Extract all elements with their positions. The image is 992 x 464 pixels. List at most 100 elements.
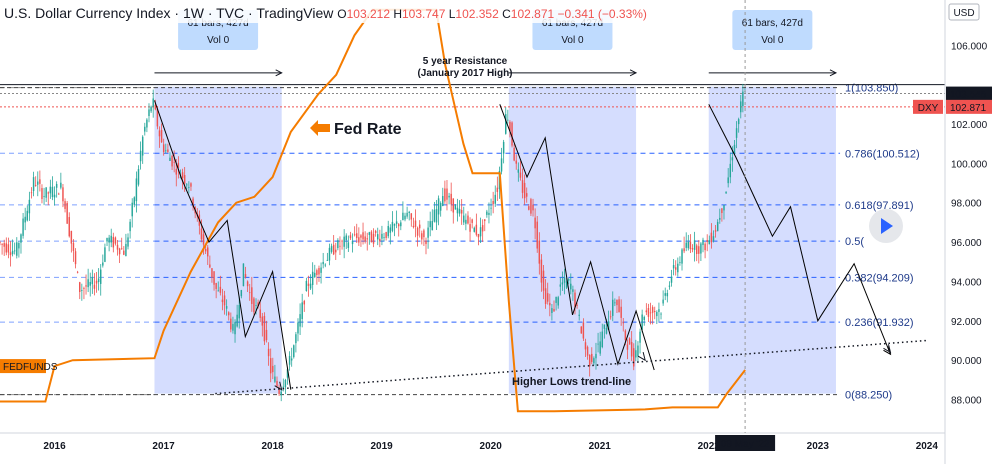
candle-body [700, 243, 702, 254]
candle-body [356, 233, 358, 239]
candle-body [34, 185, 37, 186]
candle-body [448, 195, 450, 198]
candle-body [408, 211, 410, 213]
candle-body [311, 271, 314, 285]
candle-body [446, 188, 448, 200]
candle-body [64, 201, 66, 209]
x-tick-label: 2020 [480, 441, 503, 452]
fib-label: 0.5( [845, 236, 864, 248]
candle-body [37, 181, 39, 185]
candle-body [267, 348, 270, 357]
fib-retracement: 1(103.850) 0.786(100.512) 0.618(97.891) 0.5… [0, 83, 945, 402]
open-value: 103.212 [347, 7, 394, 21]
candle-body [280, 391, 282, 396]
candle-body [658, 309, 660, 312]
play-triangle-icon [881, 218, 893, 234]
y-tick-label: 100.000 [951, 159, 988, 170]
candle-body [418, 224, 421, 229]
low-arrow [883, 344, 892, 354]
candle-body [309, 283, 312, 289]
candle-body [565, 281, 568, 288]
candle-body [316, 270, 318, 276]
range-label-bars: 61 bars, 427d [542, 18, 603, 29]
candle-body [395, 221, 398, 225]
candle-body [397, 224, 400, 227]
candle-body [559, 284, 562, 287]
candle-body [108, 237, 110, 243]
y-tick-label: 96.000 [951, 238, 982, 249]
candle-body [135, 178, 138, 202]
candle-body [437, 198, 440, 215]
fed-rate-arrow-icon [310, 120, 330, 136]
range-arrow [829, 69, 838, 77]
candle-body [584, 342, 587, 350]
candle-body [393, 224, 396, 226]
candle-body [471, 219, 473, 223]
candle-body [578, 314, 580, 316]
candle-body [616, 299, 618, 306]
candle-body [435, 209, 438, 223]
fib-label: 0.786(100.512) [845, 148, 920, 160]
header-line: U.S. Dollar Currency Index · 1W · TVC · … [4, 5, 647, 21]
candle-body [463, 215, 465, 223]
candle-body [674, 267, 677, 270]
candle-body [320, 267, 322, 273]
candle-body [588, 354, 591, 367]
fed-funds-badge [0, 359, 46, 374]
range-arrow [629, 69, 638, 77]
candle-body [481, 225, 484, 232]
candle-body [102, 262, 104, 266]
candle-body [479, 227, 482, 237]
candle-body [177, 162, 180, 168]
candle-body [55, 183, 58, 188]
candle-body [366, 238, 368, 240]
candle-body [574, 292, 576, 308]
currency-label: USD [953, 8, 974, 19]
candle-body [230, 318, 232, 330]
candle-body [97, 278, 100, 282]
candle-body [9, 252, 12, 256]
fed-rate-label: Fed Rate [334, 121, 402, 138]
candle-body [689, 241, 692, 250]
candle-body [81, 290, 83, 291]
candle-body [597, 343, 599, 345]
candle-body [702, 239, 704, 246]
candle-body [391, 221, 394, 231]
candle-body [32, 177, 35, 192]
candle-body [318, 268, 320, 275]
candle-body [58, 193, 60, 195]
candle-body [225, 306, 228, 309]
candle-body [523, 182, 526, 199]
candle-body [639, 331, 641, 343]
range-label-vol: Vol 0 [207, 35, 230, 46]
candle-body [236, 314, 238, 327]
candle-body [13, 250, 16, 252]
candle-body [41, 188, 43, 200]
low-arrow [274, 381, 283, 391]
candle-body [368, 232, 371, 235]
candle-body [635, 350, 637, 358]
candle-body [253, 298, 255, 313]
candle-body [93, 284, 96, 289]
candle-body [269, 358, 272, 374]
candle-body [169, 157, 171, 161]
candle-body [421, 233, 423, 240]
candle-body [660, 313, 662, 315]
candle-body [656, 312, 658, 317]
candle-body [200, 228, 203, 240]
candle-body [599, 341, 601, 354]
candle-body [118, 248, 121, 255]
header-bg [0, 3, 680, 23]
range-label-bars: 61 bars, 427d [187, 18, 248, 29]
candle-body [721, 208, 723, 214]
candle-body [211, 268, 213, 278]
candle-body [486, 211, 488, 215]
candle-body [301, 302, 303, 320]
close-label: C [502, 7, 511, 21]
range-box [708, 86, 836, 394]
candle-body [505, 114, 507, 134]
candle-body [387, 226, 389, 237]
candle-body [276, 380, 278, 387]
